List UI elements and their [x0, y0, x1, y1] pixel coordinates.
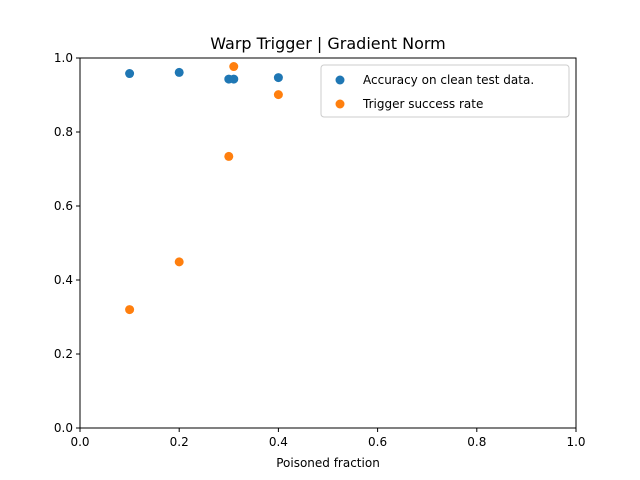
- legend: Accuracy on clean test data. Trigger succ…: [320, 64, 570, 118]
- y-tick-label: 1.0: [54, 51, 73, 65]
- trigger-success-point: [224, 151, 234, 161]
- x-tick-label: 0.6: [368, 435, 387, 449]
- accuracy-point: [229, 74, 239, 84]
- x-tick-label: 0.2: [170, 435, 189, 449]
- x-axis-title: Poisoned fraction: [276, 456, 380, 470]
- accuracy-point: [273, 73, 283, 83]
- trigger-success-point: [125, 305, 135, 315]
- x-tick-label: 0.8: [467, 435, 486, 449]
- accuracy-point: [174, 67, 184, 77]
- x-tick-label: 1.0: [566, 435, 585, 449]
- x-tick-label: 0.4: [269, 435, 288, 449]
- data-points: [125, 62, 283, 315]
- legend-box: [320, 64, 570, 118]
- axes: 0.0 0.2 0.4 0.6 0.8 1.0 0.0 0.2 0.4 0.6 0.8 1.0: [54, 51, 586, 449]
- accuracy-point: [125, 69, 135, 79]
- y-tick-label: 0.8: [54, 125, 73, 139]
- y-tick-label: 0.2: [54, 347, 73, 361]
- y-tick-label: 0.0: [54, 421, 73, 435]
- x-tick-label: 0.0: [70, 435, 89, 449]
- legend-marker: [335, 75, 345, 85]
- legend-label: Trigger success rate: [362, 97, 483, 111]
- trigger-success-point: [174, 257, 184, 267]
- chart-title: Warp Trigger | Gradient Norm: [210, 34, 446, 53]
- trigger-success-point: [273, 90, 283, 100]
- plot-frame: [79, 57, 577, 429]
- legend-label: Accuracy on clean test data.: [363, 73, 534, 87]
- y-tick-label: 0.4: [54, 273, 73, 287]
- trigger-success-point: [229, 62, 239, 72]
- legend-marker: [335, 99, 345, 109]
- y-tick-label: 0.6: [54, 199, 73, 213]
